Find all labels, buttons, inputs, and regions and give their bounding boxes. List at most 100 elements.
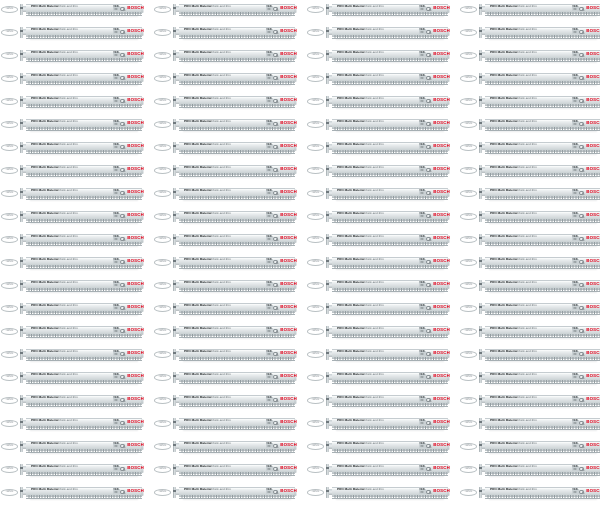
product-tile[interactable]: T345XF PRO Multi Materialthick and thin …: [306, 461, 452, 479]
product-name-label: PRO Multi Material: [31, 188, 59, 193]
product-tile[interactable]: T345XF PRO Multi Materialthick and thin …: [459, 47, 600, 65]
product-tile[interactable]: T345XF PRO Multi Materialthick and thin …: [306, 116, 452, 134]
product-tile[interactable]: T345XF PRO Multi Materialthick and thin …: [0, 208, 146, 226]
product-tile[interactable]: T345XF PRO Multi Materialthick and thin …: [306, 346, 452, 364]
product-tile[interactable]: T345XF PRO Multi Materialthick and thin …: [153, 208, 299, 226]
product-tile[interactable]: T345XF PRO Multi Materialthick and thin …: [306, 139, 452, 157]
product-tile[interactable]: T345XF PRO Multi Materialthick and thin …: [459, 185, 600, 203]
product-tile[interactable]: T345XF PRO Multi Materialthick and thin …: [0, 369, 146, 387]
product-name-label: PRO Multi Material: [184, 234, 212, 239]
t-shank-tang-icon: [326, 417, 330, 429]
oval-stamp-icon: T345XF: [307, 120, 324, 128]
product-tile[interactable]: T345XF PRO Multi Materialthick and thin …: [306, 70, 452, 88]
product-tile[interactable]: T345XF PRO Multi Materialthick and thin …: [153, 300, 299, 318]
product-tile[interactable]: T345XF PRO Multi Materialthick and thin …: [306, 162, 452, 180]
bosch-wordmark-icon: BOSCH: [280, 349, 297, 355]
product-tile[interactable]: T345XF PRO Multi Materialthick and thin …: [306, 231, 452, 249]
product-tile[interactable]: T345XF PRO Multi Materialthick and thin …: [0, 162, 146, 180]
product-tile[interactable]: T345XF PRO Multi Materialthick and thin …: [459, 231, 600, 249]
product-code-line2: XF: [114, 283, 118, 287]
product-tile[interactable]: T345XF PRO Multi Materialthick and thin …: [0, 277, 146, 295]
product-tile[interactable]: T345XF PRO Multi Materialthick and thin …: [306, 24, 452, 42]
product-tile[interactable]: T345XF PRO Multi Materialthick and thin …: [0, 139, 146, 157]
product-tile[interactable]: T345XF PRO Multi Materialthick and thin …: [459, 392, 600, 410]
blade-tip-icon: [293, 142, 297, 152]
jigsaw-blade-image: T345XF PRO Multi Materialthick and thin …: [153, 162, 299, 180]
product-tile[interactable]: T345XF PRO Multi Materialthick and thin …: [0, 231, 146, 249]
product-tile[interactable]: T345XF PRO Multi Materialthick and thin …: [153, 323, 299, 341]
product-tile[interactable]: T345XF PRO Multi Materialthick and thin …: [0, 323, 146, 341]
product-tile[interactable]: T345XF PRO Multi Materialthick and thin …: [306, 185, 452, 203]
product-tile[interactable]: T345XF PRO Multi Materialthick and thin …: [306, 277, 452, 295]
product-tile[interactable]: T345XF PRO Multi Materialthick and thin …: [306, 254, 452, 272]
product-tile[interactable]: T345XF PRO Multi Materialthick and thin …: [0, 254, 146, 272]
product-tile[interactable]: T345XF PRO Multi Materialthick and thin …: [153, 254, 299, 272]
product-tile[interactable]: T345XF PRO Multi Materialthick and thin …: [459, 346, 600, 364]
tang-notch-icon: [326, 53, 330, 55]
product-tile[interactable]: T345XF PRO Multi Materialthick and thin …: [0, 346, 146, 364]
product-tile[interactable]: T345XF PRO Multi Materialthick and thin …: [0, 415, 146, 433]
product-tile[interactable]: T345XF PRO Multi Materialthick and thin …: [153, 47, 299, 65]
product-tile[interactable]: T345XF PRO Multi Materialthick and thin …: [306, 300, 452, 318]
product-tile[interactable]: T345XF PRO Multi Materialthick and thin …: [306, 323, 452, 341]
product-tile[interactable]: T345XF PRO Multi Materialthick and thin …: [153, 369, 299, 387]
product-tile[interactable]: T345XF PRO Multi Materialthick and thin …: [0, 484, 146, 502]
product-tile[interactable]: T345XF PRO Multi Materialthick and thin …: [0, 24, 146, 42]
product-tile[interactable]: T345XF PRO Multi Materialthick and thin …: [459, 1, 600, 19]
product-tile[interactable]: T345XF PRO Multi Materialthick and thin …: [306, 369, 452, 387]
product-tile[interactable]: T345XF PRO Multi Materialthick and thin …: [0, 47, 146, 65]
product-tile[interactable]: T345XF PRO Multi Materialthick and thin …: [459, 300, 600, 318]
product-tile[interactable]: T345XF PRO Multi Materialthick and thin …: [459, 93, 600, 111]
product-tile[interactable]: T345XF PRO Multi Materialthick and thin …: [153, 415, 299, 433]
product-tile[interactable]: T345XF PRO Multi Materialthick and thin …: [153, 277, 299, 295]
product-tile[interactable]: T345XF PRO Multi Materialthick and thin …: [459, 116, 600, 134]
product-tile[interactable]: T345XF PRO Multi Materialthick and thin …: [459, 415, 600, 433]
product-tile[interactable]: T345XF PRO Multi Materialthick and thin …: [153, 70, 299, 88]
product-tile[interactable]: T345XF PRO Multi Materialthick and thin …: [306, 438, 452, 456]
product-tile[interactable]: T345XF PRO Multi Materialthick and thin …: [459, 208, 600, 226]
product-tile[interactable]: T345XF PRO Multi Materialthick and thin …: [459, 70, 600, 88]
product-tile[interactable]: T345XF PRO Multi Materialthick and thin …: [153, 484, 299, 502]
product-tile[interactable]: T345XF PRO Multi Materialthick and thin …: [459, 369, 600, 387]
product-tile[interactable]: T345XF PRO Multi Materialthick and thin …: [153, 231, 299, 249]
product-tile[interactable]: T345XF PRO Multi Materialthick and thin …: [459, 484, 600, 502]
oval-stamp-icon: T345XF: [1, 350, 18, 358]
product-tile[interactable]: T345XF PRO Multi Materialthick and thin …: [153, 1, 299, 19]
product-tile[interactable]: T345XF PRO Multi Materialthick and thin …: [0, 461, 146, 479]
product-tile[interactable]: T345XF PRO Multi Materialthick and thin …: [459, 254, 600, 272]
product-tile[interactable]: T345XF PRO Multi Materialthick and thin …: [153, 116, 299, 134]
product-tile[interactable]: T345XF PRO Multi Materialthick and thin …: [153, 162, 299, 180]
product-tile[interactable]: T345XF PRO Multi Materialthick and thin …: [306, 93, 452, 111]
product-tile[interactable]: T345XF PRO Multi Materialthick and thin …: [153, 93, 299, 111]
product-tile[interactable]: T345XF PRO Multi Materialthick and thin …: [153, 461, 299, 479]
product-tile[interactable]: T345XF PRO Multi Materialthick and thin …: [0, 1, 146, 19]
product-tile[interactable]: T345XF PRO Multi Materialthick and thin …: [459, 461, 600, 479]
product-tile[interactable]: T345XF PRO Multi Materialthick and thin …: [459, 277, 600, 295]
product-tile[interactable]: T345XF PRO Multi Materialthick and thin …: [153, 438, 299, 456]
product-tile[interactable]: T345XF PRO Multi Materialthick and thin …: [0, 438, 146, 456]
product-tile[interactable]: T345XF PRO Multi Materialthick and thin …: [153, 392, 299, 410]
product-tile[interactable]: T345XF PRO Multi Materialthick and thin …: [0, 185, 146, 203]
product-tile[interactable]: T345XF PRO Multi Materialthick and thin …: [0, 392, 146, 410]
product-tile[interactable]: T345XF PRO Multi Materialthick and thin …: [306, 484, 452, 502]
product-tile[interactable]: T345XF PRO Multi Materialthick and thin …: [459, 438, 600, 456]
product-tile[interactable]: T345XF PRO Multi Materialthick and thin …: [459, 139, 600, 157]
product-tile[interactable]: T345XF PRO Multi Materialthick and thin …: [153, 24, 299, 42]
product-tile[interactable]: T345XF PRO Multi Materialthick and thin …: [459, 24, 600, 42]
product-tile[interactable]: T345XF PRO Multi Materialthick and thin …: [306, 392, 452, 410]
product-tile[interactable]: T345XF PRO Multi Materialthick and thin …: [153, 185, 299, 203]
product-tile[interactable]: T345XF PRO Multi Materialthick and thin …: [459, 323, 600, 341]
product-tile[interactable]: T345XF PRO Multi Materialthick and thin …: [0, 116, 146, 134]
product-tile[interactable]: T345XF PRO Multi Materialthick and thin …: [306, 1, 452, 19]
product-tile[interactable]: T345XF PRO Multi Materialthick and thin …: [459, 162, 600, 180]
product-tile[interactable]: T345XF PRO Multi Materialthick and thin …: [0, 70, 146, 88]
product-tile[interactable]: T345XF PRO Multi Materialthick and thin …: [153, 346, 299, 364]
product-tile[interactable]: T345XF PRO Multi Materialthick and thin …: [306, 415, 452, 433]
product-tile[interactable]: T345XF PRO Multi Materialthick and thin …: [153, 139, 299, 157]
product-code-badge: T345 XF: [418, 189, 426, 196]
blade-tip-icon: [140, 211, 144, 221]
product-tile[interactable]: T345XF PRO Multi Materialthick and thin …: [0, 300, 146, 318]
product-tile[interactable]: T345XF PRO Multi Materialthick and thin …: [306, 47, 452, 65]
product-tile[interactable]: T345XF PRO Multi Materialthick and thin …: [0, 93, 146, 111]
product-tile[interactable]: T345XF PRO Multi Materialthick and thin …: [306, 208, 452, 226]
